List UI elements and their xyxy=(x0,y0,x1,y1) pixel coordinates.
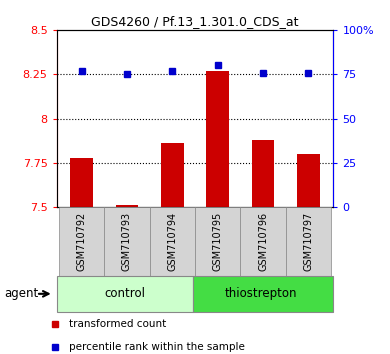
Text: GSM710797: GSM710797 xyxy=(303,212,314,271)
Text: control: control xyxy=(104,287,145,300)
Bar xyxy=(115,205,138,207)
Text: GSM710794: GSM710794 xyxy=(167,212,177,271)
Bar xyxy=(252,140,275,207)
Title: GDS4260 / Pf.13_1.301.0_CDS_at: GDS4260 / Pf.13_1.301.0_CDS_at xyxy=(91,15,299,28)
Text: GSM710793: GSM710793 xyxy=(122,212,132,271)
Text: GSM710792: GSM710792 xyxy=(76,212,87,271)
Text: GSM710795: GSM710795 xyxy=(213,212,223,271)
Bar xyxy=(206,71,229,207)
Bar xyxy=(70,158,93,207)
Bar xyxy=(240,207,286,276)
Bar xyxy=(161,143,184,207)
Text: transformed count: transformed count xyxy=(69,319,167,330)
Bar xyxy=(150,207,195,276)
Bar xyxy=(59,207,104,276)
Bar xyxy=(297,154,320,207)
Bar xyxy=(193,276,333,312)
Text: agent: agent xyxy=(4,287,38,300)
Bar xyxy=(57,276,193,312)
Text: thiostrepton: thiostrepton xyxy=(225,287,297,300)
Bar xyxy=(104,207,150,276)
Bar xyxy=(195,207,240,276)
Text: GSM710796: GSM710796 xyxy=(258,212,268,271)
Text: percentile rank within the sample: percentile rank within the sample xyxy=(69,342,245,353)
Bar xyxy=(286,207,331,276)
